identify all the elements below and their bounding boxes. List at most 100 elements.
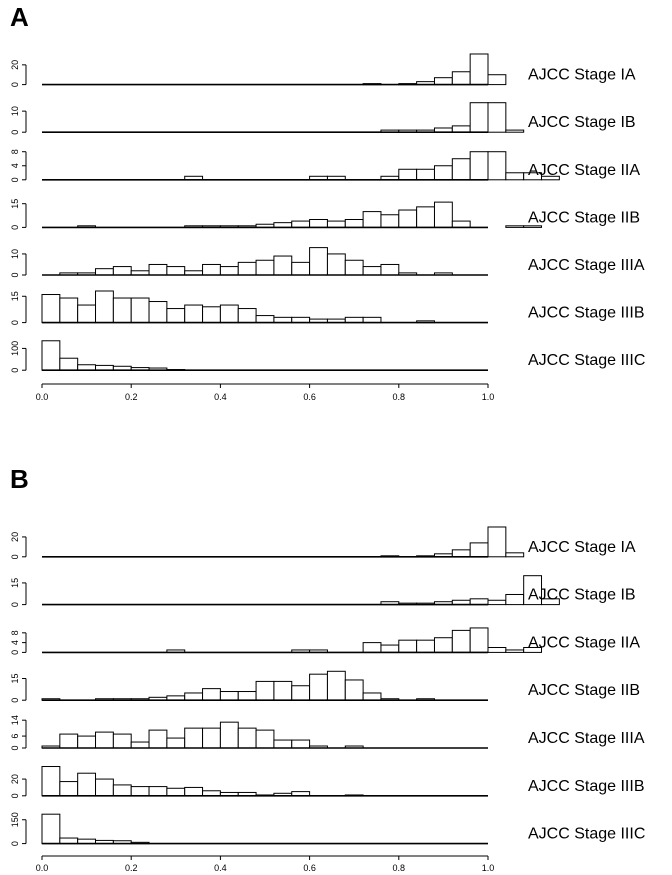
x-tick-label: 0.2 <box>125 863 138 873</box>
histogram-bar <box>95 731 114 749</box>
histogram-bar <box>487 151 507 181</box>
x-tick-label: 0.0 <box>36 392 49 402</box>
y-tick-label: 0 <box>10 272 20 277</box>
y-tick-label: 0 <box>10 320 20 325</box>
histogram-bar <box>505 593 525 606</box>
strip-2: 0 15 AJCC Stage IB <box>10 575 636 607</box>
histogram-bar <box>326 670 346 701</box>
strip-1: 0 20 AJCC Stage IA <box>10 53 636 87</box>
histogram-bar <box>112 297 132 324</box>
x-tick-label: 1.0 <box>482 392 495 402</box>
histogram-bar <box>433 165 453 181</box>
stage-label: AJCC Stage IA <box>528 67 636 84</box>
histogram-bar <box>184 786 204 797</box>
histogram-bar <box>362 211 382 228</box>
y-tick-label: 0 <box>10 841 20 846</box>
y-tick-label: 20 <box>10 60 20 70</box>
histogram-bar <box>487 647 507 653</box>
histogram-bar <box>433 77 453 86</box>
strip-3: 0 4 8 AJCC Stage IIA <box>10 627 640 655</box>
histogram-bar <box>237 727 257 749</box>
histogram-stack-a: 0 20 AJCC Stage IA 0 10 AJCC Stage IB 0 4 8 AJCC … <box>10 53 645 402</box>
strip-2: 0 10 AJCC Stage IB <box>10 102 636 135</box>
stage-label: AJCC Stage IIB <box>528 209 640 226</box>
histogram-bar <box>148 786 168 797</box>
y-tick-label: 0 <box>10 745 20 750</box>
y-tick-label: 0 <box>10 130 20 135</box>
histogram-bar <box>309 673 328 701</box>
strip-5: 0 10 AJCC Stage IIIA <box>10 247 645 278</box>
histogram-bar <box>255 680 275 701</box>
histogram-bar <box>398 209 418 228</box>
histogram-bar <box>398 168 418 181</box>
x-tick-label: 0.8 <box>393 392 406 402</box>
histogram-bar <box>166 787 186 797</box>
y-tick-label: 20 <box>10 774 20 784</box>
histogram-bar <box>41 766 61 797</box>
histogram-bar <box>273 255 293 276</box>
histogram-bar <box>166 737 186 749</box>
histogram-bar <box>291 739 311 749</box>
histogram-bar <box>451 71 471 86</box>
histogram-bar <box>505 172 525 181</box>
histogram-bar <box>469 598 489 606</box>
y-tick-label: 0 <box>10 177 20 182</box>
panel-a: A 0 20 AJCC Stage IA 0 10 AJCC Stage IB 0 4 8 AJC… <box>0 0 672 437</box>
y-tick-label: 0 <box>10 793 20 798</box>
histogram-bar <box>505 225 525 228</box>
histogram-bar <box>202 727 221 749</box>
y-tick-label: 0 <box>10 82 20 87</box>
y-tick-label: 0 <box>10 368 20 373</box>
histogram-bar <box>202 688 221 701</box>
y-tick-label: 100 <box>10 341 20 356</box>
histogram-bar <box>380 214 400 228</box>
y-tick-label: 15 <box>10 291 20 301</box>
stage-label: AJCC Stage IIA <box>528 634 640 651</box>
histogram-bar <box>130 741 150 749</box>
histogram-bar <box>541 598 560 606</box>
y-tick-label: 0 <box>10 225 20 230</box>
x-axis: 0.0 0.2 0.4 0.6 0.8 1.0 <box>36 855 494 873</box>
histogram-bar <box>219 304 239 324</box>
histogram-bar <box>469 627 489 653</box>
histogram-bar <box>433 201 453 228</box>
histogram-bar <box>41 813 61 845</box>
histogram-bar <box>77 364 97 371</box>
histogram-bar <box>148 263 168 276</box>
histogram-bar <box>77 304 97 324</box>
histogram-bar <box>451 629 471 653</box>
histogram-bar <box>148 301 168 324</box>
histogram-bar <box>184 692 204 701</box>
stage-label: AJCC Stage IIA <box>528 162 640 179</box>
stage-label: AJCC Stage IIIB <box>528 305 645 322</box>
y-tick-label: 15 <box>10 578 20 588</box>
histogram-bar <box>487 599 507 606</box>
x-tick-label: 0.4 <box>214 863 227 873</box>
histogram-bar <box>451 125 471 133</box>
histogram-bar <box>291 220 311 228</box>
stage-label: AJCC Stage IB <box>528 114 636 131</box>
strip-7: 0 150 AJCC Stage IIIC <box>10 812 645 846</box>
histogram-bar <box>416 206 435 228</box>
histogram-bar <box>59 837 79 845</box>
histogram-bar <box>59 781 79 797</box>
histogram-bar <box>148 729 168 749</box>
histogram-bar <box>202 306 221 324</box>
histogram-bar <box>487 526 507 558</box>
histogram-bar <box>362 266 382 276</box>
histogram-bar <box>505 129 525 133</box>
histogram-bar <box>237 261 257 276</box>
stage-label: AJCC Stage IIB <box>528 682 640 699</box>
y-tick-label: 15 <box>10 199 20 209</box>
x-tick-label: 0.0 <box>36 863 49 873</box>
histogram-bar <box>398 639 418 653</box>
strip-6: 0 15 AJCC Stage IIIB <box>10 290 645 325</box>
histogram-bar <box>523 647 543 653</box>
histogram-bar <box>380 644 400 653</box>
histogram-bar <box>344 219 364 228</box>
histogram-bar <box>95 290 114 324</box>
y-tick-label: 0 <box>10 602 20 607</box>
histogram-bar <box>255 259 275 276</box>
histogram-bar <box>166 308 186 324</box>
histogram-bar <box>326 220 346 228</box>
